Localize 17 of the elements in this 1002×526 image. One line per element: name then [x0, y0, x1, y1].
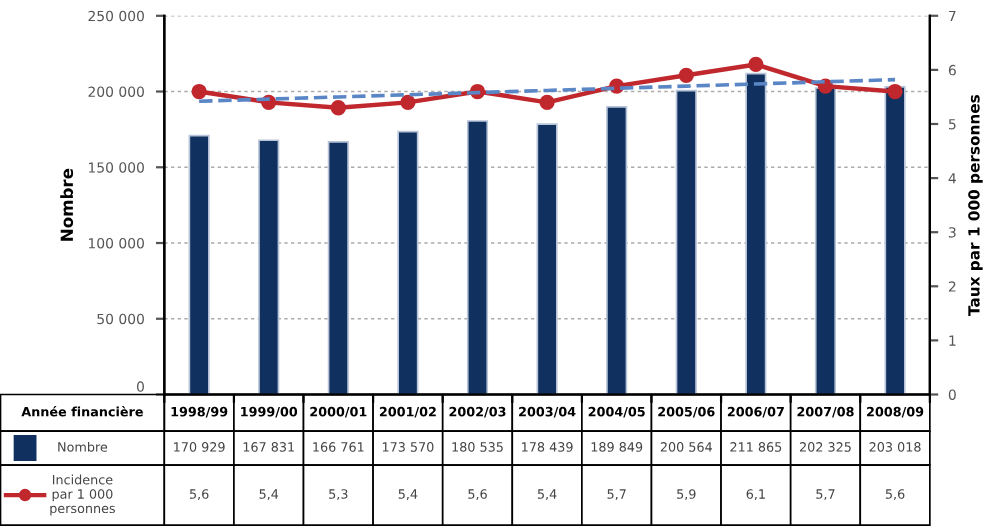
- point: [330, 100, 346, 116]
- point: [887, 83, 903, 100]
- point: [748, 56, 764, 73]
- point: [678, 67, 694, 83]
- bar: [397, 130, 419, 395]
- bar: [327, 141, 349, 395]
- bar: [745, 72, 767, 395]
- bar: [884, 86, 906, 395]
- point: [539, 94, 555, 110]
- y-axis-title: Nombre: [60, 168, 74, 241]
- bar: [258, 139, 280, 395]
- point: [191, 83, 207, 100]
- point: [400, 94, 416, 110]
- bar: [188, 134, 210, 395]
- bar: [536, 123, 558, 395]
- bar: [606, 106, 628, 395]
- bar: [675, 89, 697, 395]
